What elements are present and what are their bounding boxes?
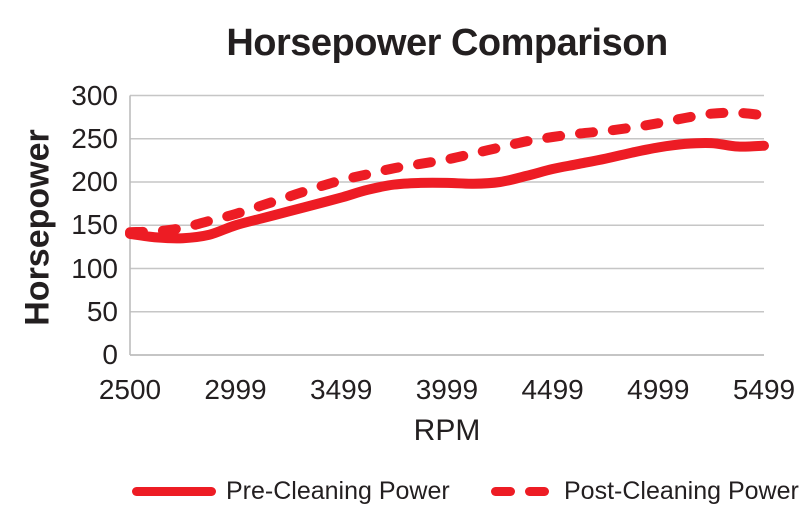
x-tick-label: 3499	[310, 374, 373, 405]
y-tick-label: 300	[71, 79, 118, 111]
chart-title: Horsepower Comparison	[226, 22, 668, 64]
y-tick-label: 0	[102, 339, 118, 370]
y-tick-label: 200	[71, 166, 118, 197]
x-tick-label: 5499	[732, 374, 796, 405]
legend-swatch-dashed-line	[491, 487, 515, 496]
x-tick-label: 4499	[521, 374, 584, 405]
x-tick-label: 3999	[415, 374, 479, 405]
legend-swatch-solid-line	[132, 487, 216, 496]
y-tick-label: 100	[71, 252, 118, 284]
legend-label-pre-cleaning: Pre-Cleaning Power	[226, 477, 450, 505]
series-line-post-cleaning	[125, 107, 769, 238]
series-line-pre-cleaning	[125, 137, 769, 244]
legend-label-post-cleaning: Post-Cleaning Power	[564, 477, 799, 505]
y-tick-label: 50	[86, 295, 118, 327]
x-tick-label: 4999	[627, 374, 690, 405]
y-tick-label: 150	[71, 209, 118, 241]
x-tick-label: 2999	[204, 374, 267, 405]
x-axis-title: RPM	[413, 414, 481, 447]
legend: Pre-Cleaning Power Post-Cleaning Power	[0, 470, 800, 515]
y-tick-label: 250	[71, 122, 118, 154]
legend-swatch-dashed-line	[525, 487, 549, 496]
x-tick-label: 2500	[98, 374, 162, 405]
